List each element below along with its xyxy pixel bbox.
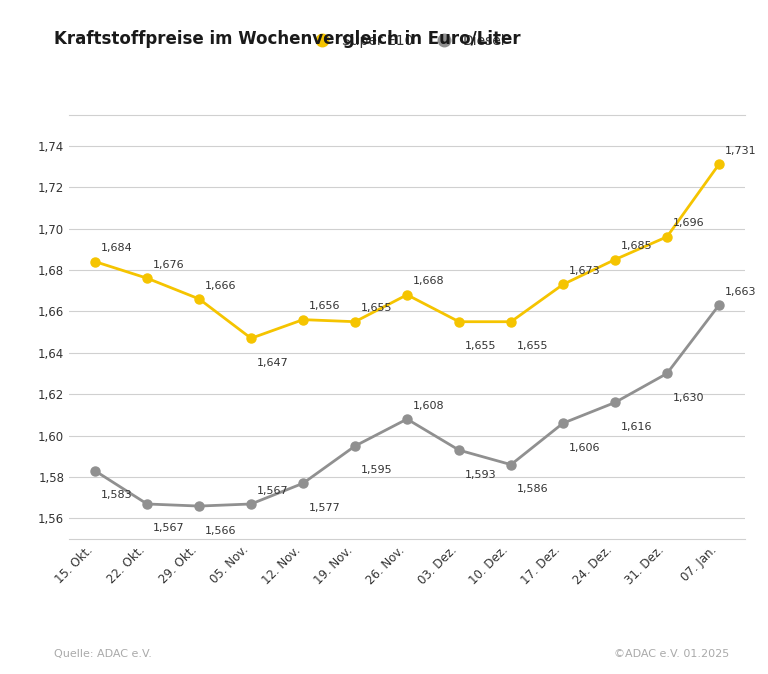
Text: ©ADAC e.V. 01.2025: ©ADAC e.V. 01.2025 [614, 649, 730, 659]
Text: 1,676: 1,676 [153, 260, 184, 270]
Text: 1,696: 1,696 [673, 218, 704, 228]
Text: 1,593: 1,593 [465, 470, 496, 480]
Text: 1,668: 1,668 [412, 276, 444, 286]
Text: Quelle: ADAC e.V.: Quelle: ADAC e.V. [54, 649, 151, 659]
Text: 1,656: 1,656 [309, 301, 340, 311]
Legend: Super E10, Diesel: Super E10, Diesel [303, 28, 511, 53]
Text: 1,606: 1,606 [568, 443, 600, 453]
Text: 1,684: 1,684 [101, 243, 132, 253]
Text: 1,673: 1,673 [568, 266, 600, 276]
Text: 1,663: 1,663 [724, 287, 756, 297]
Text: 1,583: 1,583 [101, 490, 132, 500]
Text: 1,630: 1,630 [673, 393, 704, 403]
Text: 1,567: 1,567 [153, 524, 184, 533]
Text: 1,731: 1,731 [724, 146, 756, 156]
Text: 1,567: 1,567 [257, 486, 288, 495]
Text: 1,685: 1,685 [621, 241, 652, 251]
Text: 1,647: 1,647 [257, 358, 288, 368]
Text: Kraftstoffpreise im Wochenvergleich in Euro/Liter: Kraftstoffpreise im Wochenvergleich in E… [54, 30, 521, 49]
Text: 1,566: 1,566 [204, 526, 236, 536]
Text: 1,655: 1,655 [465, 341, 496, 351]
Text: 1,608: 1,608 [412, 401, 444, 410]
Text: 1,595: 1,595 [361, 466, 392, 475]
Text: 1,655: 1,655 [517, 341, 548, 351]
Text: 1,616: 1,616 [621, 422, 652, 432]
Text: 1,586: 1,586 [517, 484, 548, 494]
Text: 1,666: 1,666 [204, 280, 236, 290]
Text: 1,655: 1,655 [361, 303, 392, 313]
Text: 1,577: 1,577 [309, 503, 340, 513]
